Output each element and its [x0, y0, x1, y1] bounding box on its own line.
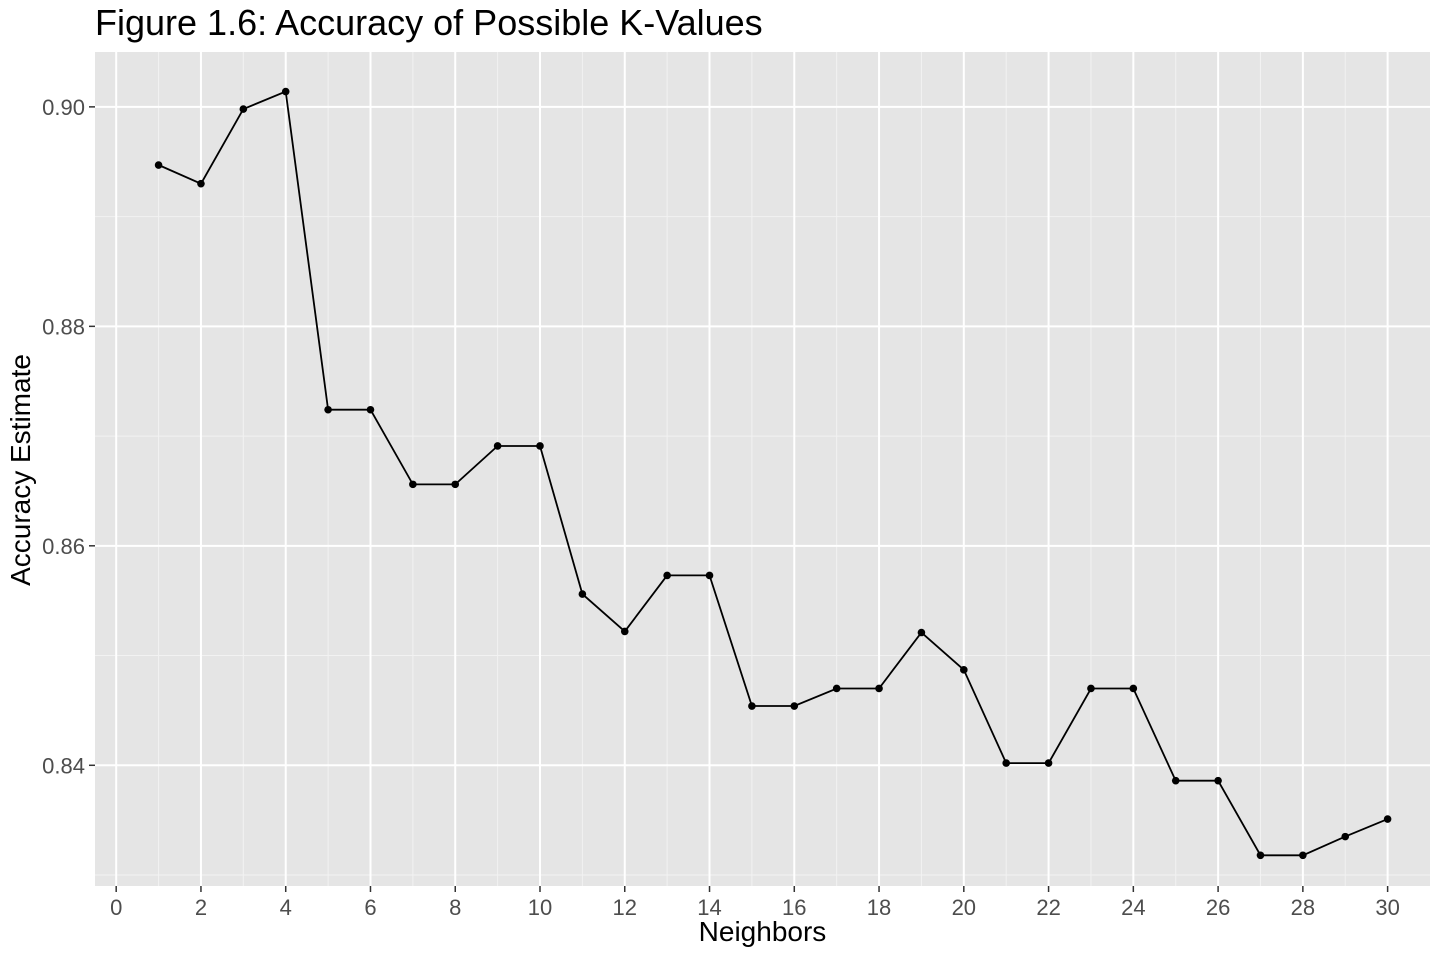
data-point	[1256, 851, 1265, 860]
x-tick-label: 24	[1121, 895, 1145, 920]
data-point	[281, 87, 290, 96]
x-tick-label: 2	[195, 895, 207, 920]
data-point	[409, 480, 417, 489]
data-point	[578, 590, 587, 598]
data-point	[1171, 776, 1180, 785]
data-point	[197, 179, 205, 188]
data-point	[451, 480, 460, 489]
data-point	[154, 161, 163, 169]
x-tick-label: 28	[1291, 895, 1315, 920]
x-tick-label: 16	[782, 895, 806, 920]
x-tick-label: 0	[110, 895, 122, 920]
data-point	[705, 571, 714, 580]
x-tick-label: 14	[697, 895, 721, 920]
data-point	[620, 627, 629, 636]
data-point	[1214, 776, 1222, 785]
series-line	[158, 90, 1388, 857]
x-tick-label: 20	[952, 895, 976, 920]
data-point	[748, 702, 756, 710]
x-tick-label: 8	[449, 895, 461, 920]
y-tick-label: 0.88	[42, 314, 85, 339]
x-tick-label: 6	[364, 895, 376, 920]
x-tick-label: 22	[1036, 895, 1060, 920]
data-point	[960, 666, 968, 674]
chart-title: Figure 1.6: Accuracy of Possible K-Value…	[95, 2, 763, 43]
x-tick-label: 26	[1206, 895, 1230, 920]
x-tick-label: 18	[867, 895, 891, 920]
data-point	[1044, 759, 1053, 767]
data-point	[1299, 851, 1307, 860]
y-axis-label: Accuracy Estimate	[5, 354, 36, 586]
data-point	[366, 405, 375, 414]
data-point	[1383, 815, 1392, 823]
x-axis-label: Neighbors	[698, 916, 827, 947]
y-tick-label: 0.86	[42, 534, 85, 559]
x-tick-label: 12	[613, 895, 637, 920]
data-point	[493, 442, 502, 450]
data-point	[875, 684, 883, 693]
data-point	[917, 628, 926, 637]
y-tick-label: 0.90	[42, 95, 85, 120]
y-tick-label: 0.84	[42, 753, 85, 778]
data-point	[1002, 759, 1010, 767]
data-point	[663, 571, 671, 580]
data-point	[1341, 832, 1350, 841]
data-point	[790, 702, 799, 710]
data-point	[324, 405, 332, 414]
data-point	[1129, 684, 1138, 693]
data-point	[239, 105, 248, 113]
x-tick-label: 10	[528, 895, 552, 920]
data-point	[536, 442, 544, 450]
x-tick-label: 30	[1375, 895, 1399, 920]
plot-panel	[95, 52, 1430, 886]
x-tick-label: 4	[280, 895, 292, 920]
data-point	[1087, 684, 1095, 693]
data-point	[832, 684, 841, 693]
